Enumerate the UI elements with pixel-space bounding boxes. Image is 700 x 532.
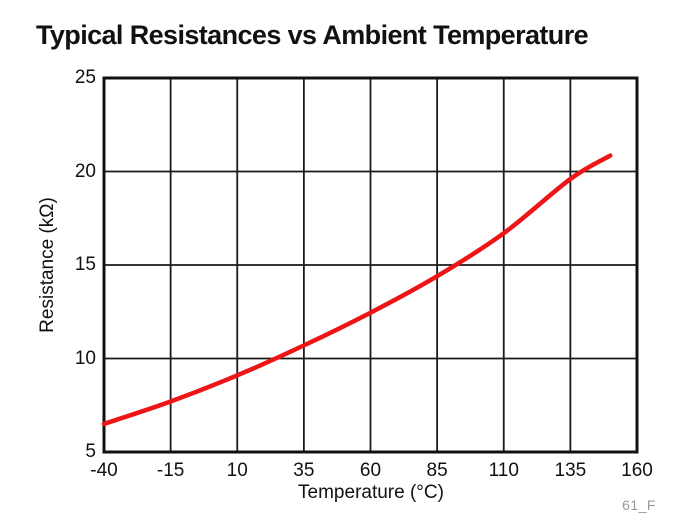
x-tick-label: -40 bbox=[90, 460, 118, 481]
x-tick-label: 135 bbox=[554, 460, 587, 481]
plot-frame bbox=[102, 76, 639, 454]
y-tick-label: 25 bbox=[74, 67, 96, 88]
x-tick-label: 85 bbox=[426, 460, 448, 481]
x-tick-label: 60 bbox=[359, 460, 382, 481]
chart-title: Typical Resistances vs Ambient Temperatu… bbox=[36, 20, 589, 50]
y-tick-label: 20 bbox=[74, 160, 96, 182]
y-tick-label: 5 bbox=[85, 441, 96, 462]
y-tick-label: 15 bbox=[74, 254, 96, 275]
x-tick-label: 10 bbox=[226, 460, 248, 481]
x-tick-label: 160 bbox=[621, 460, 653, 481]
x-axis-label: Temperature (°C) bbox=[298, 482, 444, 503]
x-tick-label: 110 bbox=[488, 460, 519, 481]
resistance-curve bbox=[101, 153, 613, 427]
x-tick-label: 35 bbox=[293, 460, 315, 481]
figure-code: 61_F bbox=[622, 497, 656, 513]
x-tick-label: -15 bbox=[156, 460, 185, 481]
y-tick-label: 10 bbox=[74, 347, 96, 369]
